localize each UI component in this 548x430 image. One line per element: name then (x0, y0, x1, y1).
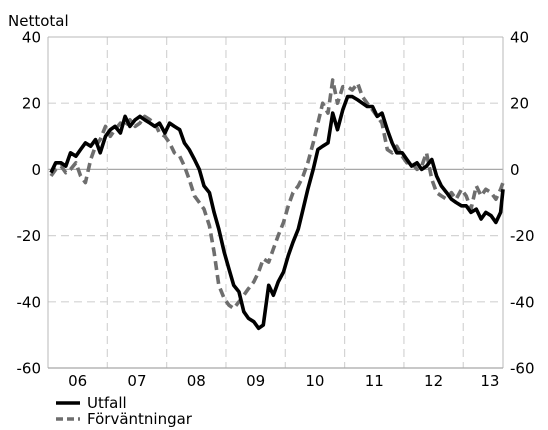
x-tick-label: 09 (246, 372, 265, 390)
y-tick-label-right: -40 (510, 293, 535, 311)
series-layer (49, 78, 505, 331)
x-tick-label: 06 (68, 372, 87, 390)
y-tick-label-left: -60 (17, 360, 42, 378)
y-tick-label-right: 40 (510, 29, 529, 47)
x-tick-label: 07 (127, 372, 146, 390)
y-tick-label-right: -60 (510, 360, 535, 378)
y-tick-label-left: 20 (22, 95, 41, 113)
x-tick-label: 11 (365, 372, 384, 390)
y-tick-label-right: -20 (510, 227, 535, 245)
legend: Utfall Förväntningar (56, 394, 193, 428)
legend-label-forvantningar: Förväntningar (87, 410, 193, 428)
y-axis-label: Nettotal (8, 12, 69, 30)
series-line-forvantningar (49, 78, 505, 311)
y-tick-label-left: 0 (31, 161, 41, 179)
legend-item-forvantningar: Förväntningar (56, 410, 193, 428)
x-tick-label: 08 (187, 372, 206, 390)
y-tick-label-right: 0 (510, 161, 520, 179)
legend-item-utfall: Utfall (56, 394, 127, 412)
y-tick-label-left: 40 (22, 29, 41, 47)
y-tick-label-left: -40 (17, 293, 42, 311)
legend-label-utfall: Utfall (87, 394, 127, 412)
x-tick-label: 13 (480, 372, 499, 390)
grid-layer (48, 37, 503, 368)
x-tick-label: 10 (305, 372, 324, 390)
y-tick-label-left: -20 (17, 227, 42, 245)
tick-labels: -60 -60 -40 -40 -20 -20 0 0 20 20 40 40 06 07 08 09 10 11… (17, 29, 535, 391)
axes-frame (47, 36, 504, 369)
y-tick-label-right: 20 (510, 95, 529, 113)
series-line-utfall (49, 94, 505, 331)
x-tick-label: 12 (424, 372, 443, 390)
